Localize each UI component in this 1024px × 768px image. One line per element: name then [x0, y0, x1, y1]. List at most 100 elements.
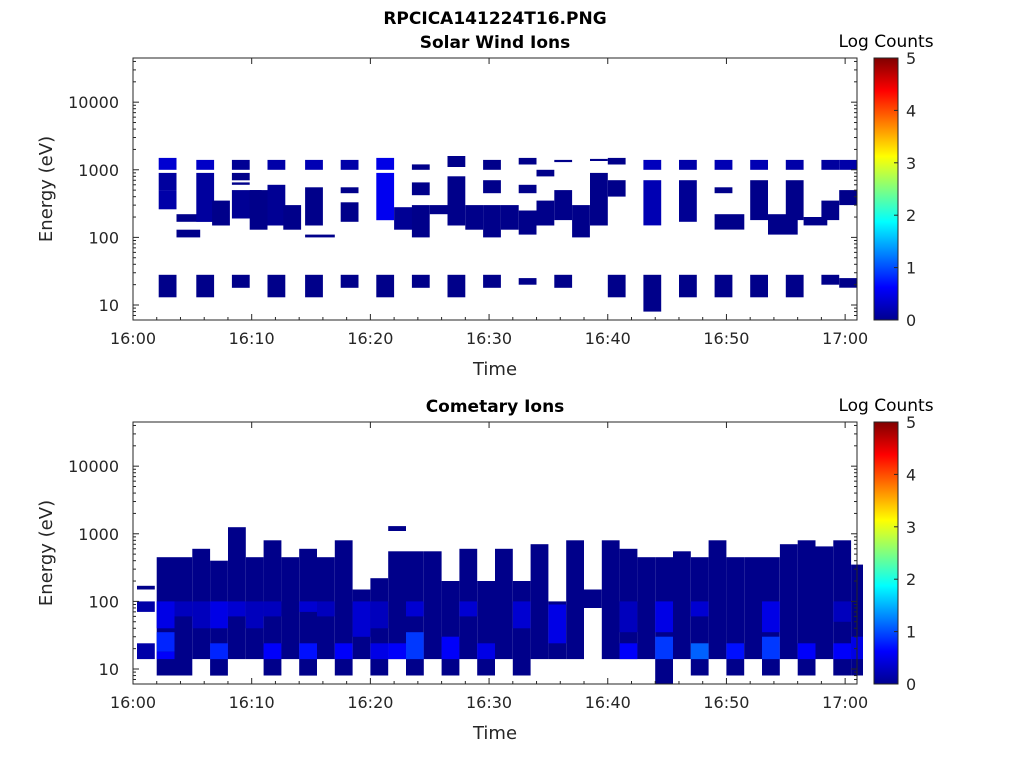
spectrogram-cell — [299, 601, 317, 612]
spectrogram-cell — [690, 643, 709, 660]
x-tick-label: 16:30 — [466, 693, 512, 712]
spectrogram-cell — [281, 557, 300, 660]
spectrogram-cell — [305, 187, 323, 226]
spectrogram-cell — [714, 214, 745, 230]
spectrogram-cell — [267, 184, 286, 226]
spectrogram-cell — [376, 172, 395, 221]
x-tick-label: 16:20 — [347, 693, 393, 712]
spectrogram-cell — [196, 274, 215, 298]
x-tick-label: 16:10 — [229, 693, 275, 712]
spectrogram-cell — [483, 180, 501, 194]
colorbar-tick-label: 5 — [906, 413, 916, 432]
y-axis: 10 100 1000 10000 — [68, 424, 857, 685]
spectrogram-cell — [429, 205, 448, 215]
colorbar-tick-label: 0 — [906, 675, 916, 694]
spectrogram-cell — [708, 540, 727, 660]
spectrogram-cell — [388, 643, 406, 660]
x-axis-label: Time — [472, 723, 517, 744]
spectrogram-cell — [607, 274, 626, 298]
spectrogram-cell — [530, 544, 549, 660]
spectrogram-cell — [518, 278, 537, 285]
spectrogram-cell — [726, 643, 745, 660]
cometary-panel: Cometary Ions 16:00 16:10 16:20 16:30 16:40 1… — [36, 396, 934, 744]
spectrogram-cell — [619, 643, 638, 660]
spectrogram-cell — [821, 200, 840, 221]
spectrogram-cell — [156, 632, 175, 652]
spectrogram-cell — [483, 205, 501, 238]
spectrogram-cells — [158, 156, 857, 312]
spectrogram-cell — [714, 159, 733, 170]
colorbar: 0 1 2 3 4 5 — [873, 413, 916, 694]
x-tick-label: 16:20 — [347, 329, 393, 348]
spectrogram-cell — [158, 274, 177, 298]
spectrogram-cell — [750, 159, 768, 170]
colorbar-tick-label: 3 — [906, 518, 916, 537]
spectrogram-cell — [334, 643, 353, 660]
spectrogram-cell — [156, 601, 175, 629]
spectrogram-cell — [762, 636, 780, 660]
spectrogram-cell — [839, 159, 857, 170]
spectrogram-cell — [477, 643, 495, 660]
spectrogram-cell — [690, 601, 709, 617]
x-tick-label: 16:30 — [466, 329, 512, 348]
spectrogram-cell — [305, 274, 323, 298]
spectrogram-cell — [590, 158, 608, 161]
spectrogram-cell — [263, 643, 282, 660]
spectrogram-cell — [441, 581, 460, 676]
y-axis-label: Energy (eV) — [36, 500, 57, 606]
colorbar-tick-label: 1 — [906, 623, 916, 642]
solar-wind-panel: Solar Wind Ions 16:00 16:10 16:20 16:30 16:4… — [36, 32, 934, 380]
spectrogram-cell — [370, 601, 389, 629]
panel-title: Solar Wind Ions — [420, 33, 571, 53]
colorbar-tick-label: 4 — [906, 465, 916, 484]
spectrogram-cell — [231, 274, 250, 288]
spectrogram-cell — [192, 601, 211, 629]
spectrogram-cell — [267, 159, 286, 170]
spectrogram-cell — [483, 159, 501, 170]
x-axis: 16:00 16:10 16:20 16:30 16:40 16:50 17:00 — [110, 422, 868, 712]
spectrogram-cell — [174, 601, 193, 617]
spectrogram-cell — [785, 159, 804, 170]
colorbar-label: Log Counts — [838, 396, 933, 416]
spectrogram-cell — [465, 205, 484, 230]
colorbar: 0 1 2 3 4 5 — [873, 49, 916, 330]
spectrogram-cell — [317, 601, 335, 617]
spectrogram-cell — [483, 274, 501, 288]
y-tick-label: 10 — [99, 296, 119, 315]
spectrogram-cell — [750, 274, 768, 298]
spectrogram-cell — [447, 156, 466, 167]
y-tick-label: 10000 — [68, 93, 119, 112]
x-tick-label: 16:40 — [585, 693, 631, 712]
spectrogram-cell — [566, 540, 584, 660]
spectrogram-cell — [137, 601, 155, 612]
spectrogram-cell — [388, 551, 406, 660]
spectrogram-cell — [518, 184, 537, 194]
y-tick-label: 100 — [88, 592, 119, 611]
spectrogram-cell — [231, 159, 250, 170]
spectrogram-cell — [231, 182, 250, 185]
spectrogram-cell — [797, 540, 816, 676]
spectrogram-cell — [714, 274, 733, 298]
y-axis: 10 100 1000 10000 — [68, 60, 857, 321]
spectrogram-cell — [679, 159, 697, 170]
colorbar-gradient — [873, 421, 899, 685]
spectrogram-cell — [821, 159, 840, 170]
spectrogram-cell — [714, 187, 733, 194]
x-tick-label: 16:10 — [229, 329, 275, 348]
spectrogram-cell — [554, 190, 573, 221]
spectrogram-cell — [554, 159, 573, 163]
spectrogram-cell — [643, 274, 662, 312]
x-tick-label: 16:00 — [110, 329, 156, 348]
spectrogram-cell — [643, 159, 662, 170]
spectrogram-cell — [158, 157, 177, 170]
spectrogram-cell — [637, 557, 656, 660]
panel-title: Cometary Ions — [426, 397, 565, 417]
spectrogram-cell — [228, 601, 246, 617]
figure-title: RPCICA141224T16.PNG — [383, 9, 606, 29]
spectrogram-cell — [137, 585, 155, 590]
spectrogram-cell — [210, 601, 228, 629]
spectrogram-cell — [785, 180, 804, 221]
spectrogram-cell — [283, 205, 302, 230]
spectrogram-cell — [584, 589, 602, 608]
spectrogram-cell — [536, 169, 555, 177]
